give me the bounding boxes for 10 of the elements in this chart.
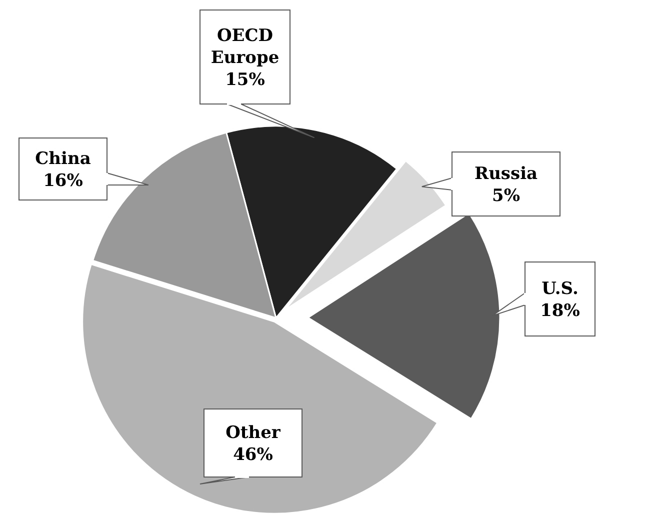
slice-label: U.S.	[542, 279, 578, 299]
slice-label: OECD Europe	[210, 26, 280, 68]
data-label: 18%	[540, 301, 580, 321]
data-label: 46%	[233, 445, 273, 465]
data-label: 16%	[43, 171, 83, 191]
slice-label: Russia	[474, 164, 538, 184]
data-label: 15%	[225, 70, 265, 90]
slice-label: Other	[226, 423, 282, 443]
data-label: 5%	[492, 186, 520, 206]
slice-label: China	[35, 149, 91, 169]
